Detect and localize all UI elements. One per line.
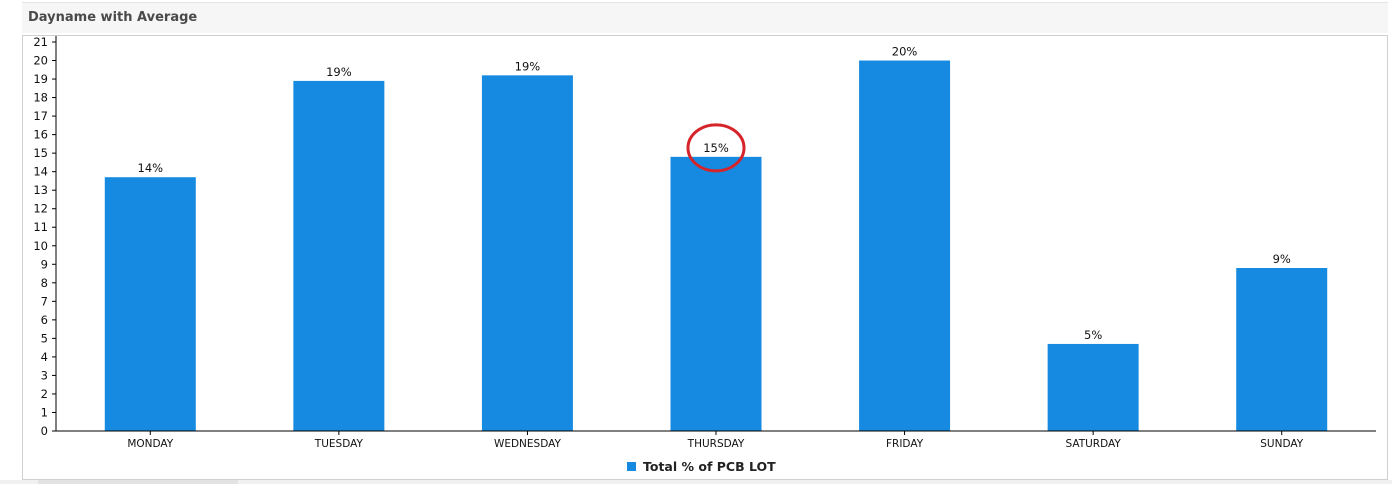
bar-tuesday[interactable] xyxy=(293,80,385,432)
legend-swatch xyxy=(627,462,636,471)
y-tick-label: 11 xyxy=(33,220,48,234)
y-tick-label: 2 xyxy=(41,387,48,401)
bottom-strip xyxy=(0,480,1392,484)
y-tick-label: 15 xyxy=(33,146,48,160)
y-tick-label: 17 xyxy=(33,109,48,123)
bar-wednesday[interactable] xyxy=(481,75,573,431)
highlight-circle xyxy=(686,123,746,173)
y-tick-label: 4 xyxy=(41,350,48,364)
y-tick-label: 13 xyxy=(33,183,48,197)
y-tick-label: 3 xyxy=(41,368,48,382)
bar-value-label: 14% xyxy=(138,161,164,175)
y-tick-label: 8 xyxy=(41,276,48,290)
bar-value-label: 19% xyxy=(326,65,352,79)
y-tick-label: 20 xyxy=(33,54,48,68)
x-tick-label: SUNDAY xyxy=(1260,438,1303,450)
y-tick-label: 9 xyxy=(41,257,48,271)
y-tick-label: 21 xyxy=(33,35,48,49)
bars: 14% 19% 19% 15% 20% 5% 9% xyxy=(104,45,1328,432)
bar-value-label: 5% xyxy=(1084,328,1102,342)
bar-friday[interactable] xyxy=(859,60,951,432)
x-axis: MONDAY TUESDAY WEDNESDAY THURSDAY FRIDAY SATU… xyxy=(56,430,1376,450)
x-tick-label: FRIDAY xyxy=(886,438,924,450)
bar-monday[interactable] xyxy=(104,177,196,431)
panel-header: Dayname with Average xyxy=(22,2,1388,33)
y-tick-label: 12 xyxy=(33,202,48,216)
y-tick-label: 6 xyxy=(41,313,48,327)
x-tick-label: WEDNESDAY xyxy=(494,438,562,450)
bar-value-label: 19% xyxy=(515,59,541,73)
y-tick-label: 1 xyxy=(41,405,48,419)
y-tick-label: 10 xyxy=(33,239,48,253)
x-tick-label: SATURDAY xyxy=(1065,438,1121,450)
x-tick-label: THURSDAY xyxy=(687,438,745,450)
legend-label: Total % of PCB LOT xyxy=(643,459,776,474)
y-tick-label: 5 xyxy=(41,331,48,345)
bar-sunday[interactable] xyxy=(1236,267,1328,431)
bar-thursday[interactable] xyxy=(670,156,762,431)
x-tick-label: MONDAY xyxy=(127,438,173,450)
bar-value-label: 9% xyxy=(1273,252,1291,266)
y-tick-label: 19 xyxy=(33,72,48,86)
bar-value-label: 20% xyxy=(892,45,918,59)
bottom-tab[interactable] xyxy=(38,480,238,484)
y-tick-label: 0 xyxy=(41,424,48,438)
y-tick-label: 16 xyxy=(33,128,48,142)
y-tick-label: 18 xyxy=(33,91,48,105)
bar-saturday[interactable] xyxy=(1047,343,1139,431)
x-tick-label: TUESDAY xyxy=(314,438,364,450)
y-tick-label: 7 xyxy=(41,294,48,308)
legend[interactable]: Total % of PCB LOT xyxy=(627,459,776,474)
panel-title: Dayname with Average xyxy=(28,10,198,25)
bar-value-label: 15% xyxy=(703,141,729,155)
y-tick-label: 14 xyxy=(33,165,48,179)
